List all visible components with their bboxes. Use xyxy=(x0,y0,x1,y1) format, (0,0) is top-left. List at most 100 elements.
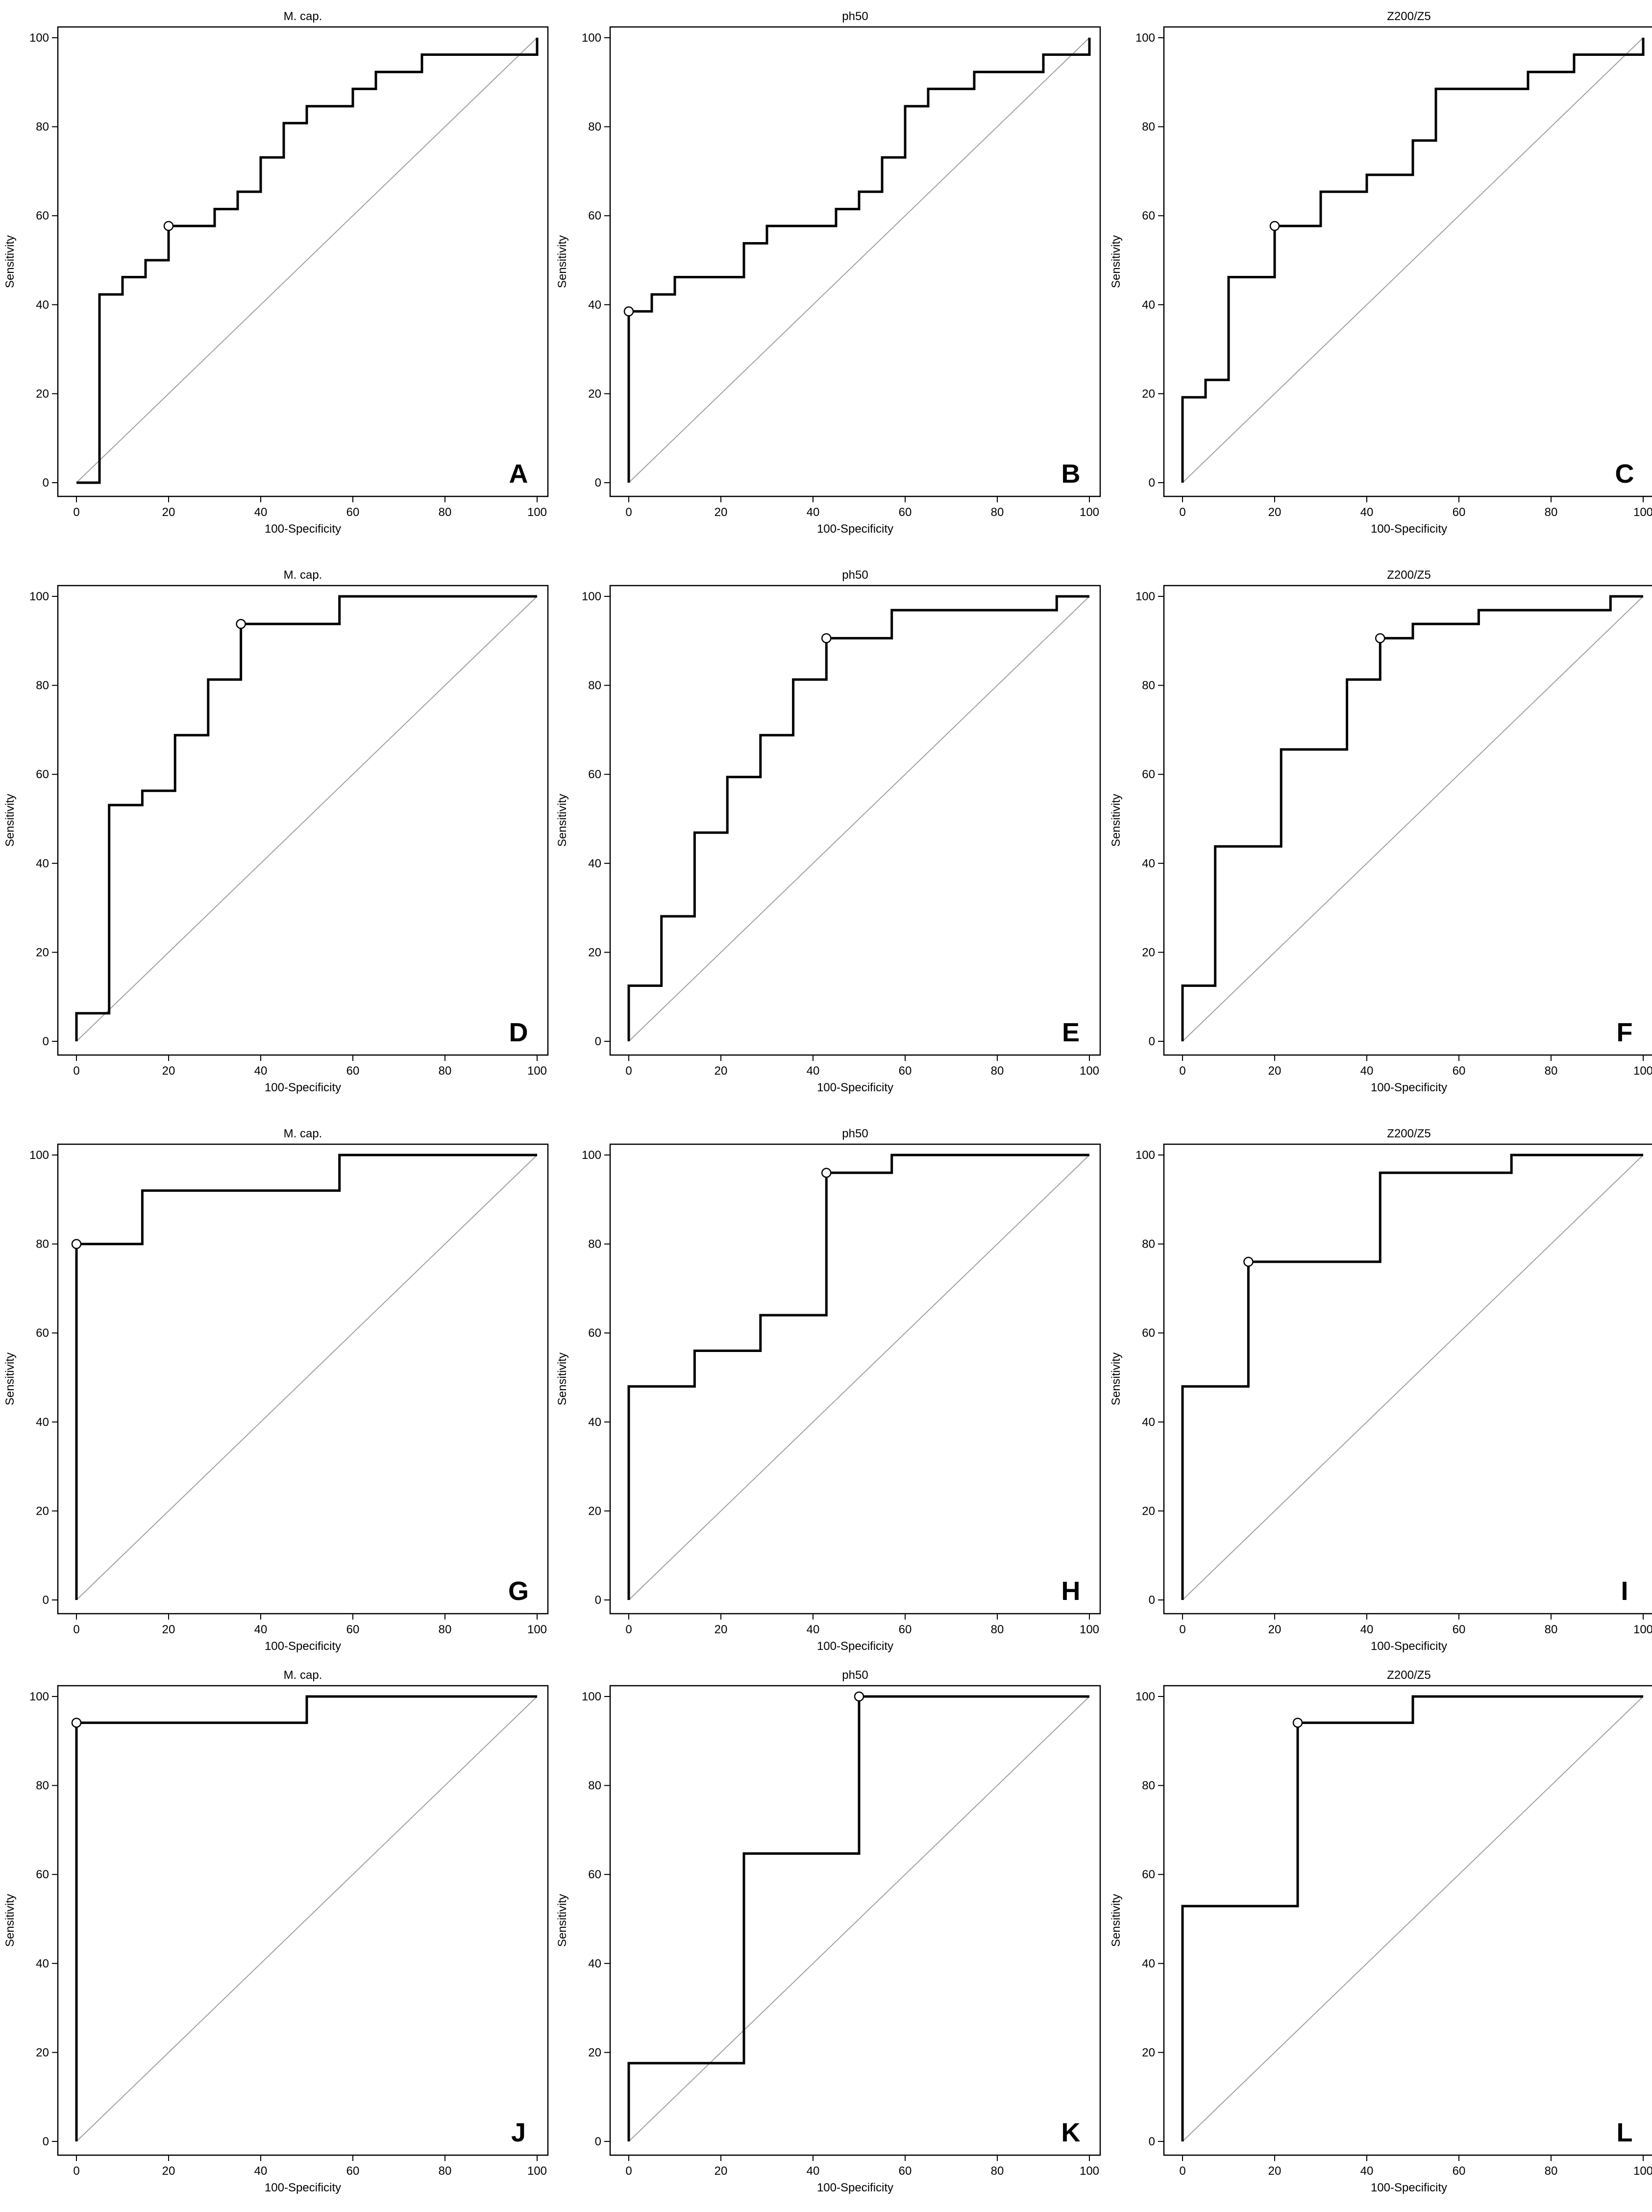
plot-frame xyxy=(1163,1143,1652,1615)
y-tick-label: 80 xyxy=(36,679,49,692)
x-tick-label: 20 xyxy=(715,506,728,519)
reference-diagonal xyxy=(628,37,1090,483)
y-tick-label: 40 xyxy=(588,1957,601,1970)
x-tick-label: 0 xyxy=(1179,506,1185,519)
x-axis-label: 100-Specificity xyxy=(1371,1081,1447,1094)
panel-title: Z200/Z5 xyxy=(1387,568,1430,582)
panel-title: M. cap. xyxy=(284,1127,322,1140)
reference-diagonal xyxy=(1182,1696,1644,2142)
x-tick-label: 20 xyxy=(1268,2164,1282,2178)
roc-curve xyxy=(627,595,1089,1041)
roc-panel-f: Z200/Z5 0 20 40 60 80 100 0 20 40 60 80 100 100-Speci… xyxy=(1110,568,1652,1094)
criterion-marker xyxy=(1243,1256,1254,1267)
x-tick-label: 40 xyxy=(1360,1064,1374,1078)
y-tick-label: 100 xyxy=(1135,1690,1155,1703)
y-tick-label: 80 xyxy=(1142,121,1155,134)
y-tick-label: 20 xyxy=(1142,946,1155,959)
y-tick-label: 80 xyxy=(36,121,49,134)
panel-title: Z200/Z5 xyxy=(1387,1669,1430,1682)
x-tick-label: 40 xyxy=(254,1064,268,1078)
panel-letter: I xyxy=(1621,1576,1628,1606)
y-tick-label: 20 xyxy=(36,946,49,959)
y-tick-label: 20 xyxy=(36,2046,49,2059)
y-tick-label: 60 xyxy=(588,1327,601,1340)
x-tick-label: 0 xyxy=(1179,1623,1185,1636)
x-tick-label: 100 xyxy=(527,1064,547,1078)
roc-panel-c: Z200/Z5 0 20 40 60 80 100 0 20 40 60 80 100 100-Speci… xyxy=(1110,10,1652,536)
x-tick-label: 0 xyxy=(73,1064,79,1078)
x-tick-label: 0 xyxy=(1179,2164,1185,2178)
x-tick-label: 80 xyxy=(439,1623,452,1636)
roc-curve xyxy=(1181,38,1645,483)
panel-title: Z200/Z5 xyxy=(1387,1127,1430,1140)
criterion-marker xyxy=(1269,221,1280,231)
x-tick-label: 100 xyxy=(1633,1623,1652,1636)
x-tick-label: 80 xyxy=(1545,1623,1558,1636)
x-tick-label: 60 xyxy=(1453,1064,1466,1078)
x-tick-label: 0 xyxy=(625,2164,632,2178)
y-tick-label: 40 xyxy=(1142,1416,1155,1429)
roc-panel-l: Z200/Z5 0 20 40 60 80 100 0 20 40 60 80 100 100-Speci… xyxy=(1110,1669,1652,2194)
y-tick-label: 20 xyxy=(588,2046,601,2059)
x-tick-label: 60 xyxy=(899,1064,912,1078)
reference-diagonal xyxy=(1182,37,1644,483)
x-tick-label: 60 xyxy=(899,2164,912,2178)
y-tick-label: 40 xyxy=(36,857,49,870)
y-tick-label: 0 xyxy=(1149,1035,1155,1048)
y-tick-label: 60 xyxy=(36,1327,49,1340)
y-tick-label: 20 xyxy=(36,1504,49,1518)
y-axis-label: Sensitivity xyxy=(1110,1894,1123,1947)
x-tick-label: 40 xyxy=(1360,506,1374,519)
y-tick-label: 40 xyxy=(1142,1957,1155,1970)
y-tick-label: 0 xyxy=(595,2135,601,2148)
roc-curve xyxy=(627,1154,1089,1600)
plot-frame xyxy=(609,26,1101,497)
x-tick-label: 60 xyxy=(1453,2164,1466,2178)
x-tick-label: 0 xyxy=(625,506,632,519)
x-tick-label: 20 xyxy=(162,506,175,519)
reference-diagonal xyxy=(1182,1155,1644,1600)
y-tick-label: 20 xyxy=(36,387,49,400)
x-tick-label: 20 xyxy=(715,1064,728,1078)
x-tick-label: 20 xyxy=(162,2164,175,2178)
criterion-marker xyxy=(623,306,634,317)
y-tick-label: 20 xyxy=(1142,2046,1155,2059)
roc-panel-b: ph50 0 20 40 60 80 100 0 20 40 60 80 100 100-Specific… xyxy=(556,10,1101,536)
x-tick-label: 100 xyxy=(1080,1623,1099,1636)
x-tick-label: 60 xyxy=(899,1623,912,1636)
plot-frame xyxy=(57,1143,549,1615)
y-tick-label: 60 xyxy=(36,209,49,222)
y-tick-label: 80 xyxy=(1142,1238,1155,1251)
reference-diagonal xyxy=(76,37,538,483)
reference-diagonal xyxy=(628,1696,1090,2142)
x-tick-label: 100 xyxy=(1080,2164,1099,2178)
criterion-marker xyxy=(821,633,832,643)
x-tick-label: 20 xyxy=(715,1623,728,1636)
x-tick-label: 80 xyxy=(991,2164,1004,2178)
y-tick-label: 0 xyxy=(43,1594,49,1607)
x-tick-label: 100 xyxy=(1633,1064,1652,1078)
y-tick-label: 0 xyxy=(1149,476,1155,490)
y-axis-label: Sensitivity xyxy=(556,235,569,288)
y-tick-label: 40 xyxy=(588,1416,601,1429)
x-tick-label: 40 xyxy=(254,1623,268,1636)
panel-letter: L xyxy=(1617,2118,1633,2147)
y-tick-label: 100 xyxy=(1135,31,1155,45)
panel-title: ph50 xyxy=(842,1127,868,1140)
x-tick-label: 20 xyxy=(1268,1623,1282,1636)
panel-title: M. cap. xyxy=(284,10,322,23)
y-tick-label: 80 xyxy=(588,121,601,134)
roc-panel-a: M. cap. 0 20 40 60 80 100 0 20 40 60 80 100 100-Speci… xyxy=(3,10,549,536)
panel-title: M. cap. xyxy=(284,568,322,582)
y-tick-label: 20 xyxy=(588,1504,601,1518)
criterion-marker xyxy=(1292,1718,1303,1728)
plot-frame xyxy=(609,1685,1101,2156)
panel-title: M. cap. xyxy=(284,1669,322,1682)
y-tick-label: 100 xyxy=(29,31,49,45)
panel-title: ph50 xyxy=(842,1669,868,1682)
x-tick-label: 20 xyxy=(1268,506,1282,519)
y-tick-label: 60 xyxy=(588,209,601,222)
x-tick-label: 40 xyxy=(254,2164,268,2178)
panel-title: Z200/Z5 xyxy=(1387,10,1430,23)
